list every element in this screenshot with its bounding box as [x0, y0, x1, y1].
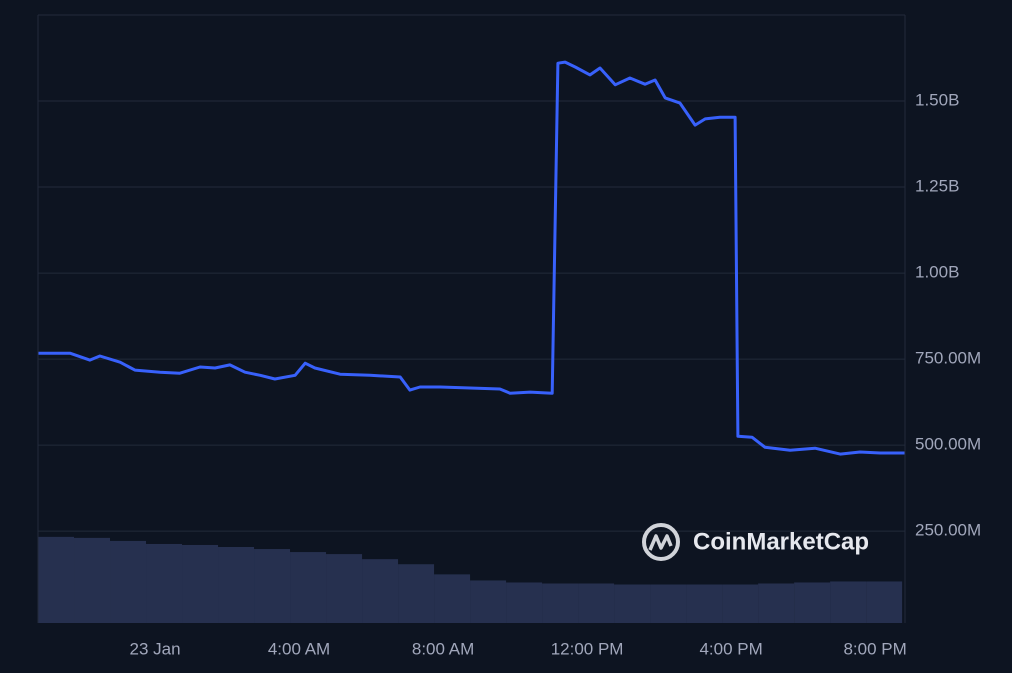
volume-bar [506, 582, 543, 623]
volume-bar [686, 584, 723, 623]
volume-bar [74, 537, 111, 623]
volume-bar [110, 540, 147, 623]
y-tick-label: 500.00M [915, 435, 981, 454]
x-tick-label: 8:00 PM [843, 639, 906, 658]
volume-bar [830, 581, 867, 623]
watermark: CoinMarketCap [693, 528, 869, 555]
y-tick-label: 750.00M [915, 349, 981, 368]
volume-bar [614, 584, 651, 623]
volume-bar [182, 544, 219, 623]
volume-bar [722, 584, 759, 623]
x-tick-label: 23 Jan [129, 639, 180, 658]
volume-bar [578, 583, 615, 623]
x-tick-label: 12:00 PM [551, 639, 624, 658]
volume-bar [38, 536, 75, 623]
volume-bar [218, 547, 255, 623]
x-tick-label: 4:00 PM [699, 639, 762, 658]
volume-bar [650, 584, 687, 623]
volume-bar [794, 582, 831, 623]
price-line [38, 60, 905, 456]
volume-bar [542, 583, 579, 623]
watermark-logo [642, 523, 680, 561]
volume-bar [290, 552, 327, 623]
volume-bar [470, 580, 507, 623]
volume-bar [398, 564, 435, 623]
y-tick-label: 1.25B [915, 177, 959, 196]
volume-bar [362, 559, 399, 623]
x-tick-label: 4:00 AM [268, 639, 330, 658]
volume-bar [254, 549, 291, 623]
y-tick-label: 1.50B [915, 91, 959, 110]
volume-bar [866, 581, 903, 623]
volume-bar [326, 554, 363, 623]
y-tick-label: 1.00B [915, 263, 959, 282]
volume-bar [758, 583, 795, 623]
x-tick-label: 8:00 AM [412, 639, 474, 658]
volume-bar [146, 543, 183, 623]
plot [38, 60, 905, 623]
y-tick-label: 250.00M [915, 521, 981, 540]
volume-bar [434, 574, 471, 623]
